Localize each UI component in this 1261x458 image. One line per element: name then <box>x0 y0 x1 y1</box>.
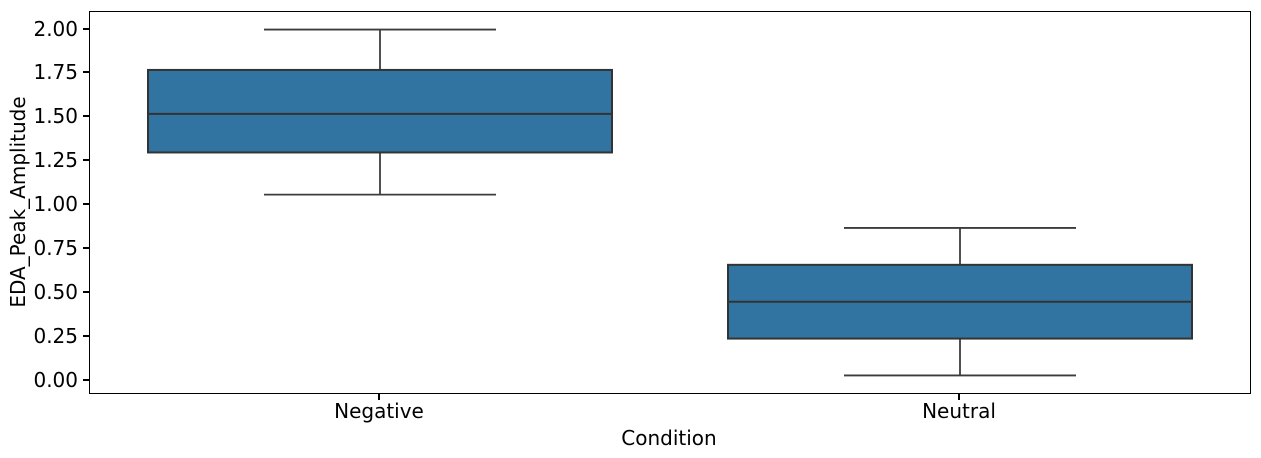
y-tick-mark <box>83 203 89 206</box>
y-tick-mark <box>83 290 89 293</box>
y-tick-mark <box>83 378 89 381</box>
plot-area <box>89 11 1251 394</box>
y-tick-mark <box>83 247 89 250</box>
y-tick-mark <box>83 115 89 118</box>
x-tick-mark <box>378 394 380 400</box>
y-tick-mark <box>83 27 89 30</box>
y-tick-mark <box>83 334 89 337</box>
x-tick-label-neutral: Neutral <box>922 399 996 423</box>
y-tick-label: 1.50 <box>33 104 78 129</box>
boxplot-canvas <box>147 28 1193 377</box>
y-tick-label: 0.25 <box>33 323 78 348</box>
y-tick-mark <box>83 159 89 162</box>
y-tick-mark <box>83 71 89 74</box>
y-tick-label: 0.75 <box>33 236 78 261</box>
x-axis-label: Condition <box>621 426 717 450</box>
y-tick-label: 1.75 <box>33 60 78 85</box>
y-tick-label: 2.00 <box>33 16 78 41</box>
x-tick-label-negative: Negative <box>334 399 424 423</box>
box-negative <box>147 68 613 154</box>
y-tick-label: 1.25 <box>33 148 78 173</box>
y-tick-label: 0.00 <box>33 367 78 392</box>
y-tick-label: 0.50 <box>33 279 78 304</box>
x-tick-mark <box>958 394 960 400</box>
y-tick-label: 1.00 <box>33 192 78 217</box>
